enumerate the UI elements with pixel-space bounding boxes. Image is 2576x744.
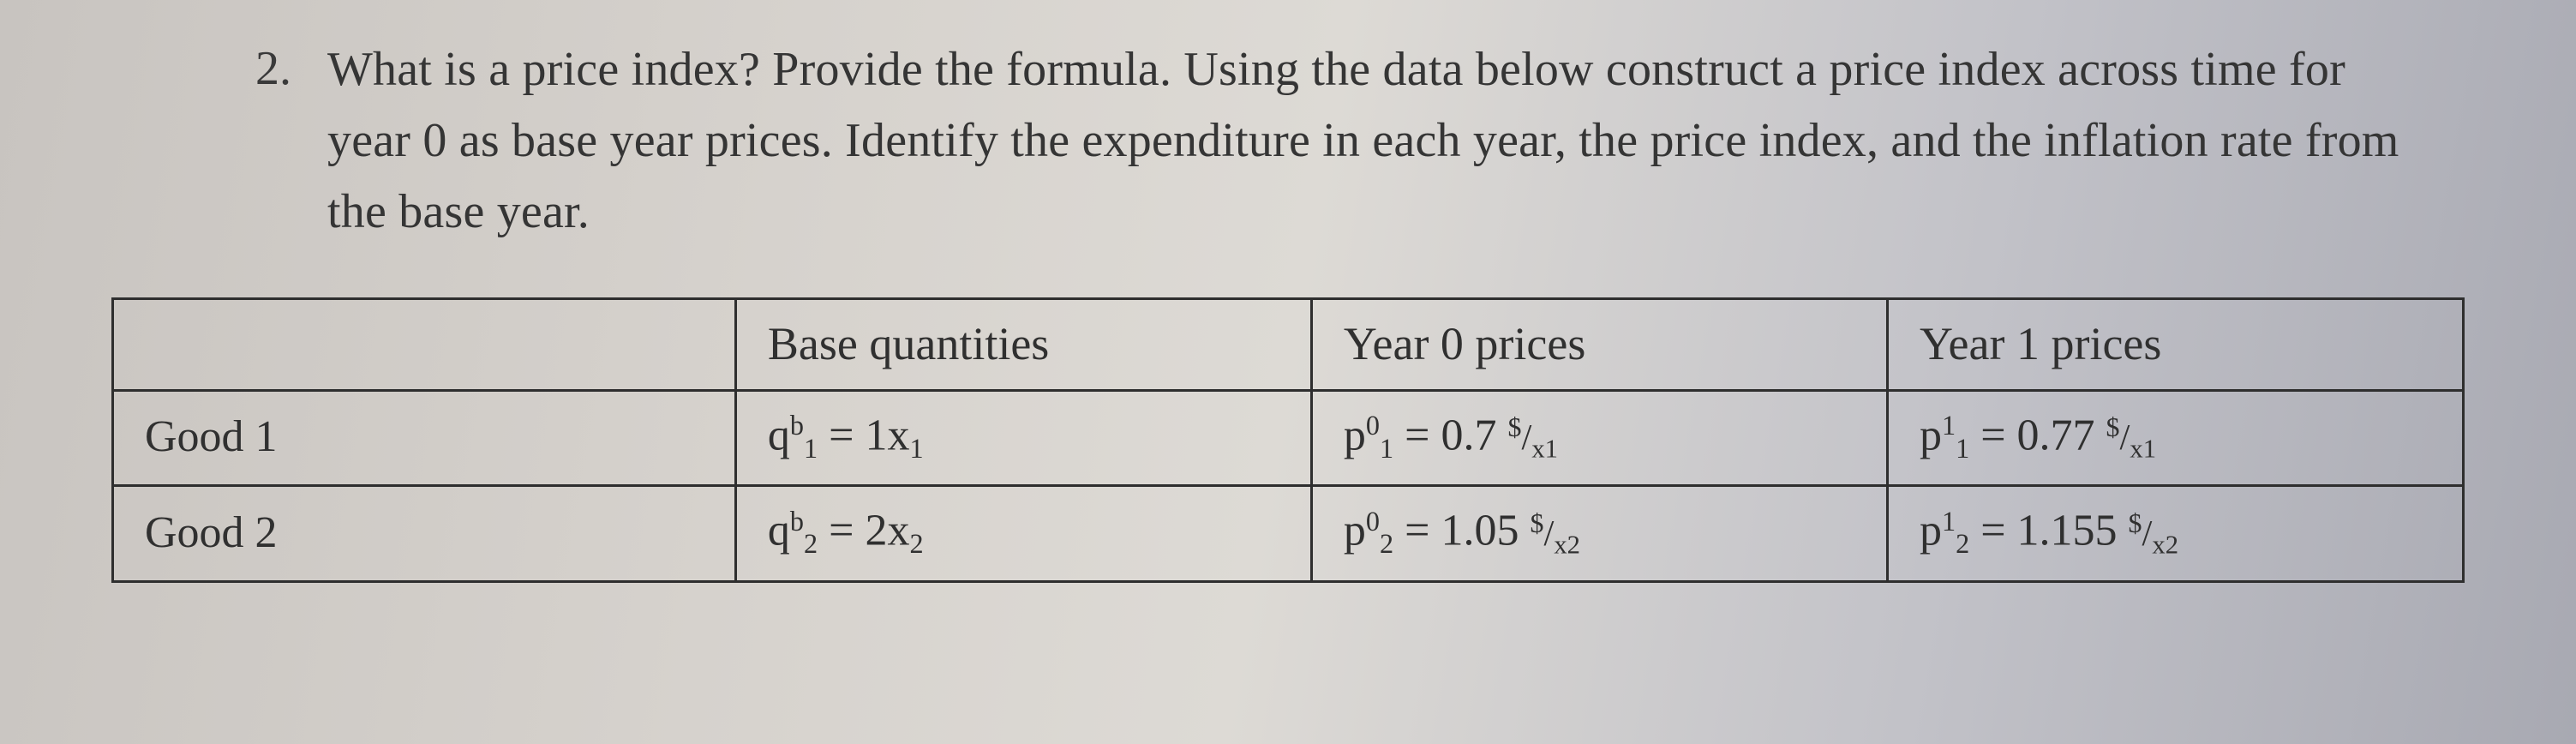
valsub: 2 <box>909 528 923 559</box>
sup: b <box>790 506 804 537</box>
var: q <box>768 411 790 459</box>
eq: = <box>1969 411 2016 459</box>
cell-qty: qb2 = 2x2 <box>735 486 1311 582</box>
val: 1x <box>865 411 909 459</box>
unit: $/x1 <box>1508 417 1559 458</box>
valsub: 1 <box>909 433 923 464</box>
sub: 2 <box>1956 528 1969 559</box>
unit-bot: x2 <box>2152 530 2178 559</box>
header-year0-prices: Year 0 prices <box>1311 298 1887 390</box>
row-label: Good 1 <box>113 390 736 486</box>
val: 1.155 <box>2017 507 2129 555</box>
sup: 1 <box>1942 410 1956 441</box>
unit-bot: x2 <box>1554 530 1580 559</box>
unit-bot: x1 <box>1531 434 1558 463</box>
table-row: Good 2 qb2 = 2x2 p02 = 1.05 $/x2 p12 = 1… <box>113 486 2464 582</box>
val: 0.77 <box>2017 411 2106 459</box>
data-table-wrap: Base quantities Year 0 prices Year 1 pri… <box>103 297 2473 583</box>
header-year1-prices: Year 1 prices <box>1887 298 2463 390</box>
unit: $/x1 <box>2106 417 2157 458</box>
header-base-quantities: Base quantities <box>735 298 1311 390</box>
sub: 2 <box>804 528 818 559</box>
question-text: What is a price index? Provide the formu… <box>327 34 2422 248</box>
table-row: Good 1 qb1 = 1x1 p01 = 0.7 $/x1 p11 = 0.… <box>113 390 2464 486</box>
var: p <box>1344 507 1366 555</box>
var: q <box>768 507 790 555</box>
slash-icon: / <box>2142 513 2153 554</box>
question-block: 2. What is a price index? Provide the fo… <box>103 34 2473 248</box>
eq: = <box>818 507 865 555</box>
sup: b <box>790 410 804 441</box>
header-blank <box>113 298 736 390</box>
page: 2. What is a price index? Provide the fo… <box>0 0 2576 744</box>
cell-qty: qb1 = 1x1 <box>735 390 1311 486</box>
cell-p1: p12 = 1.155 $/x2 <box>1887 486 2463 582</box>
eq: = <box>1393 507 1441 555</box>
val: 2x <box>865 507 909 555</box>
eq: = <box>818 411 865 459</box>
sub: 2 <box>1380 528 1393 559</box>
data-table: Base quantities Year 0 prices Year 1 pri… <box>111 297 2465 583</box>
slash-icon: / <box>2120 417 2130 458</box>
sup: 0 <box>1366 410 1380 441</box>
unit-top: $ <box>2106 412 2120 442</box>
unit: $/x2 <box>1531 513 1581 554</box>
sub: 1 <box>1956 433 1969 464</box>
var: p <box>1920 411 1942 459</box>
cell-p0: p02 = 1.05 $/x2 <box>1311 486 1887 582</box>
sub: 1 <box>1380 433 1393 464</box>
eq: = <box>1393 411 1441 459</box>
var: p <box>1344 411 1366 459</box>
val: 0.7 <box>1441 411 1508 459</box>
unit-bot: x1 <box>2130 434 2156 463</box>
unit: $/x2 <box>2129 513 2179 554</box>
cell-p1: p11 = 0.77 $/x1 <box>1887 390 2463 486</box>
slash-icon: / <box>1521 417 1531 458</box>
question-number: 2. <box>249 34 291 104</box>
row-label: Good 2 <box>113 486 736 582</box>
sub: 1 <box>804 433 818 464</box>
unit-top: $ <box>1508 412 1522 442</box>
table-header-row: Base quantities Year 0 prices Year 1 pri… <box>113 298 2464 390</box>
var: p <box>1920 507 1942 555</box>
unit-top: $ <box>2129 507 2142 537</box>
unit-top: $ <box>1531 507 1544 537</box>
eq: = <box>1969 507 2016 555</box>
cell-p0: p01 = 0.7 $/x1 <box>1311 390 1887 486</box>
val: 1.05 <box>1441 507 1531 555</box>
sup: 1 <box>1942 506 1956 537</box>
slash-icon: / <box>1543 513 1554 554</box>
sup: 0 <box>1366 506 1380 537</box>
